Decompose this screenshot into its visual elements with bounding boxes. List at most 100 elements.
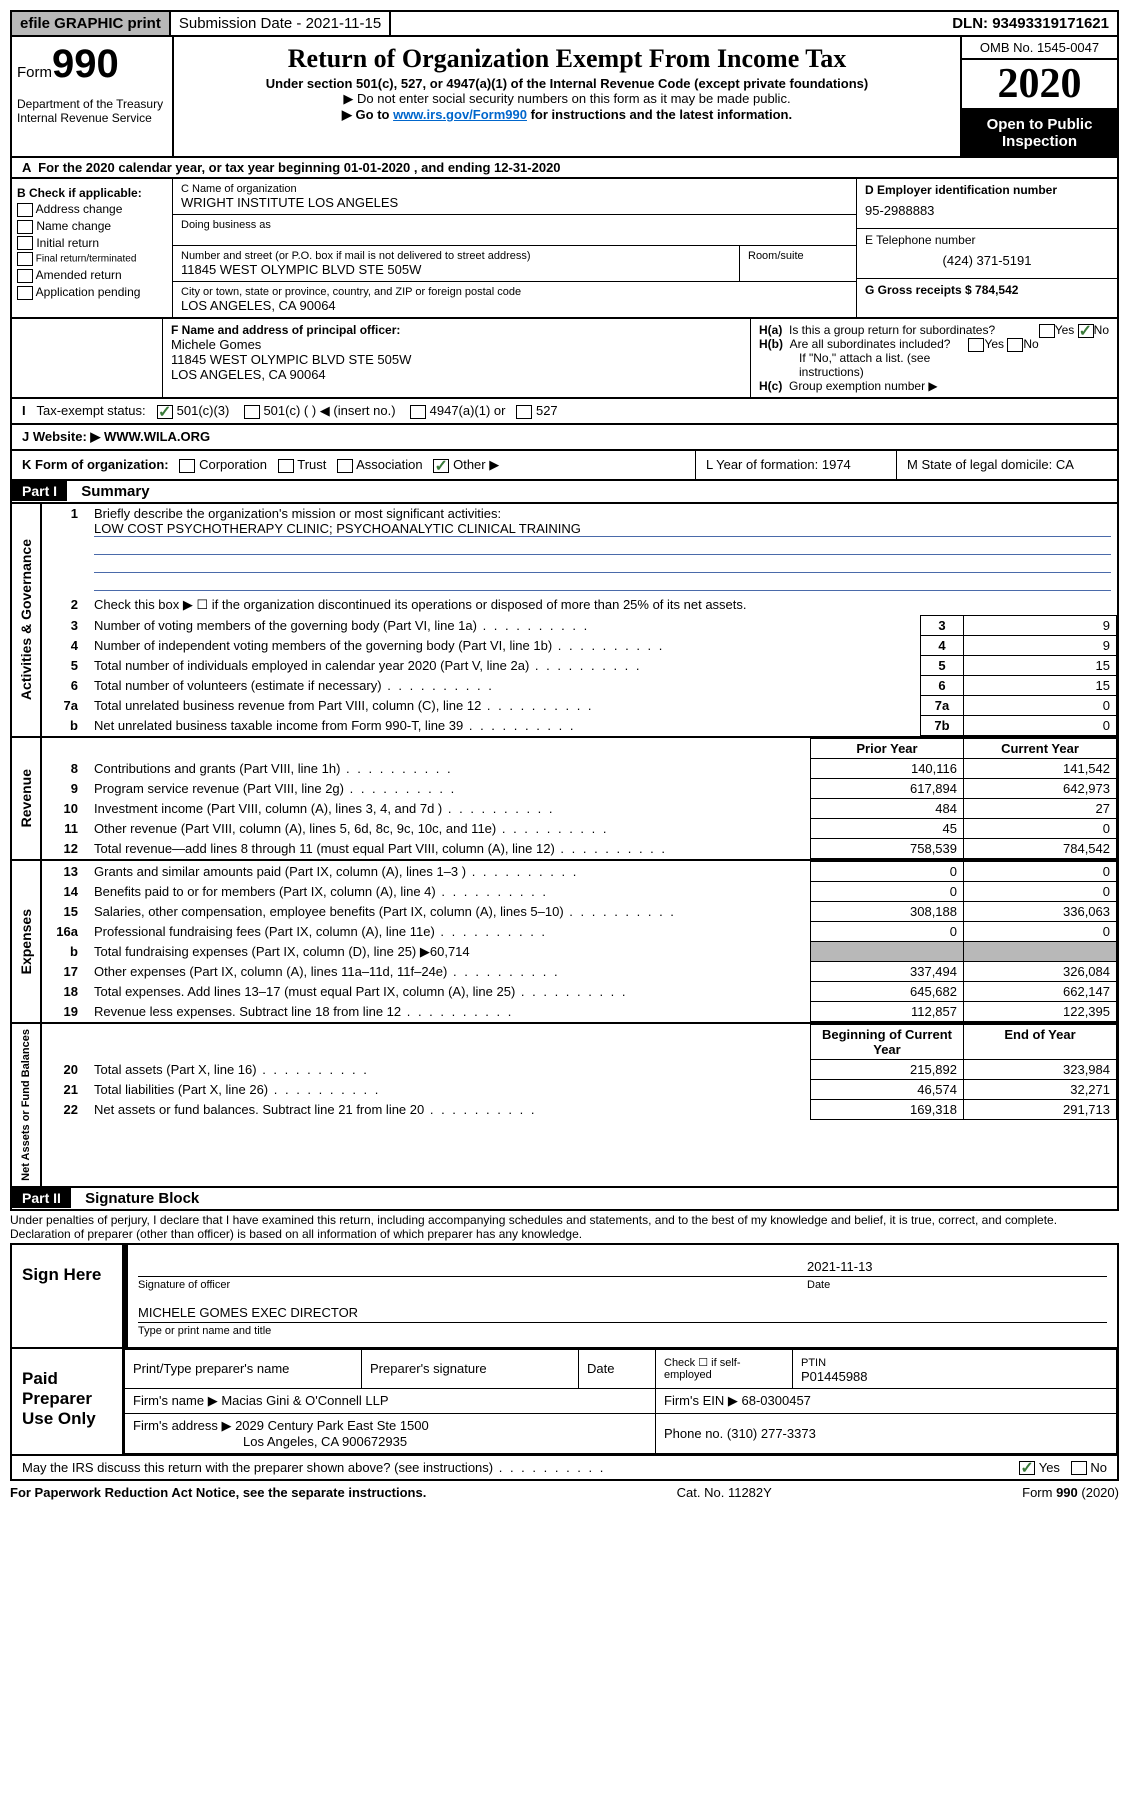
goto-suffix: for instructions and the latest informat… [527, 107, 792, 122]
typed-name-label: Type or print name and title [138, 1325, 1107, 1337]
chk-final: Final return/terminated [17, 252, 167, 266]
dln: DLN: 93493319171621 [944, 12, 1117, 35]
h-note: If "No," attach a list. (see instruction… [759, 351, 1109, 379]
submission-date: Submission Date - 2021-11-15 [171, 12, 391, 35]
officer-typed-name: MICHELE GOMES EXEC DIRECTOR [138, 1305, 358, 1320]
line-row: 12Total revenue—add lines 8 through 11 (… [42, 839, 1117, 859]
prep-col1: Print/Type preparer's name [125, 1349, 362, 1388]
line-row: 7aTotal unrelated business revenue from … [42, 696, 1117, 716]
line-row: 16aProfessional fundraising fees (Part I… [42, 922, 1117, 942]
q2-text: Check this box ▶ ☐ if the organization d… [88, 595, 1117, 615]
instruction-line-1: ▶ Do not enter social security numbers o… [179, 91, 955, 107]
irs-link[interactable]: www.irs.gov/Form990 [393, 107, 527, 122]
section-b-header: B Check if applicable: [17, 186, 167, 200]
efile-label: efile GRAPHIC print [12, 12, 171, 35]
website-row: J Website: ▶ WWW.WILA.ORG [10, 425, 1119, 451]
prep-col4: Check ☐ if self-employed [656, 1349, 793, 1388]
line-row: 5Total number of individuals employed in… [42, 656, 1117, 676]
officer-name: Michele Gomes [171, 337, 742, 352]
opt-501c: 501(c) ( ) ◀ (insert no.) [263, 403, 395, 418]
line-row: 8Contributions and grants (Part VIII, li… [42, 759, 1117, 779]
org-address: 11845 WEST OLYMPIC BLVD STE 505W [181, 262, 731, 277]
goto-prefix: ▶ Go to [342, 107, 393, 122]
gross-receipts: G Gross receipts $ 784,542 [857, 279, 1117, 301]
cat-no: Cat. No. 11282Y [677, 1485, 772, 1500]
state-domicile: M State of legal domicile: CA [897, 451, 1117, 479]
line-row: 20Total assets (Part X, line 16)215,8923… [42, 1060, 1117, 1080]
instruction-line-2: ▶ Go to www.irs.gov/Form990 for instruct… [179, 107, 955, 123]
department: Department of the Treasury Internal Reve… [17, 97, 167, 125]
expenses-section: Expenses 13Grants and similar amounts pa… [10, 861, 1119, 1024]
footer: For Paperwork Reduction Act Notice, see … [10, 1481, 1119, 1504]
line-row: bNet unrelated business taxable income f… [42, 716, 1117, 736]
part1-badge: Part I [12, 481, 67, 501]
omb-number: OMB No. 1545-0047 [962, 37, 1117, 60]
firm-phone: (310) 277-3373 [727, 1426, 816, 1441]
net-label: Net Assets or Fund Balances [18, 1024, 34, 1186]
col-current: Current Year [964, 739, 1117, 759]
line-row: 11Other revenue (Part VIII, column (A), … [42, 819, 1117, 839]
rev-label: Revenue [16, 764, 36, 832]
part2-badge: Part II [12, 1188, 71, 1208]
chk-amended: Amended return [17, 268, 167, 283]
col-end: End of Year [964, 1025, 1117, 1060]
dba-label: Doing business as [181, 219, 848, 231]
officer-city: LOS ANGELES, CA 90064 [171, 367, 742, 382]
tax-status-label: Tax-exempt status: [36, 403, 145, 418]
section-f: F Name and address of principal officer:… [163, 319, 751, 397]
addr-label: Number and street (or P.O. box if mail i… [181, 250, 731, 262]
k-label: K Form of organization: [22, 457, 169, 472]
part-2-header: Part II Signature Block [10, 1188, 1119, 1211]
room-label: Room/suite [748, 250, 848, 262]
ein-label: D Employer identification number [865, 183, 1109, 197]
exp-label: Expenses [16, 904, 36, 979]
line-row: 9Program service revenue (Part VIII, lin… [42, 779, 1117, 799]
form-label: Form [17, 64, 52, 81]
sig-officer-label: Signature of officer [138, 1279, 807, 1291]
sign-here-label: Sign Here [12, 1245, 124, 1347]
q1-text: Briefly describe the organization's miss… [94, 506, 501, 521]
main-info-block: B Check if applicable: Address change Na… [10, 179, 1119, 319]
line-row: 13Grants and similar amounts paid (Part … [42, 862, 1117, 882]
city-label: City or town, state or province, country… [181, 286, 848, 298]
form-subtitle: Under section 501(c), 527, or 4947(a)(1)… [179, 76, 955, 91]
line-row: 22Net assets or fund balances. Subtract … [42, 1100, 1117, 1120]
website-value: WWW.WILA.ORG [100, 429, 210, 444]
period-text: For the 2020 calendar year, or tax year … [38, 160, 560, 175]
line-row: 4Number of independent voting members of… [42, 636, 1117, 656]
discuss-text: May the IRS discuss this return with the… [22, 1460, 605, 1475]
chk-name: Name change [17, 219, 167, 234]
form-num: 990 [52, 42, 119, 86]
top-bar: efile GRAPHIC print Submission Date - 20… [10, 10, 1119, 37]
revenue-section: Revenue Prior YearCurrent Year 8Contribu… [10, 738, 1119, 861]
line-row: 19Revenue less expenses. Subtract line 1… [42, 1002, 1117, 1022]
org-city: LOS ANGELES, CA 90064 [181, 298, 848, 313]
part-1-header: Part I Summary [10, 481, 1119, 504]
fh-row: F Name and address of principal officer:… [10, 319, 1119, 399]
line-row: 3Number of voting members of the governi… [42, 616, 1117, 636]
opt-4947: 4947(a)(1) or [430, 403, 506, 418]
q1-answer: LOW COST PSYCHOTHERAPY CLINIC; PSYCHOANA… [94, 521, 1111, 537]
h-b-text: Are all subordinates included? [790, 337, 951, 351]
officer-label: F Name and address of principal officer: [171, 323, 742, 337]
netassets-section: Net Assets or Fund Balances Beginning of… [10, 1024, 1119, 1188]
firm-name: Macias Gini & O'Connell LLP [221, 1393, 388, 1408]
part1-title: Summary [71, 481, 159, 502]
org-name-label: C Name of organization [181, 183, 848, 195]
firm-addr2: Los Angeles, CA 900672935 [133, 1434, 407, 1449]
sign-date: 2021-11-13 [807, 1259, 1107, 1274]
opt-trust: Trust [297, 457, 326, 472]
tax-year: 2020 [962, 60, 1117, 110]
chk-pending: Application pending [17, 285, 167, 300]
sign-here-section: Sign Here 2021-11-13 Signature of office… [10, 1245, 1119, 1349]
line-row: 18Total expenses. Add lines 13–17 (must … [42, 982, 1117, 1002]
firm-ein: 68-0300457 [742, 1393, 811, 1408]
firm-ein-label: Firm's EIN ▶ [664, 1393, 738, 1408]
chk-initial: Initial return [17, 236, 167, 251]
k-row: K Form of organization: Corporation Trus… [10, 451, 1119, 481]
prep-col2: Preparer's signature [362, 1349, 579, 1388]
form-footer: Form 990 (2020) [1022, 1485, 1119, 1500]
form-header: Form990 Department of the Treasury Inter… [10, 37, 1119, 158]
governance-section: Activities & Governance 1 Briefly descri… [10, 504, 1119, 738]
section-d: D Employer identification number 95-2988… [857, 179, 1117, 317]
